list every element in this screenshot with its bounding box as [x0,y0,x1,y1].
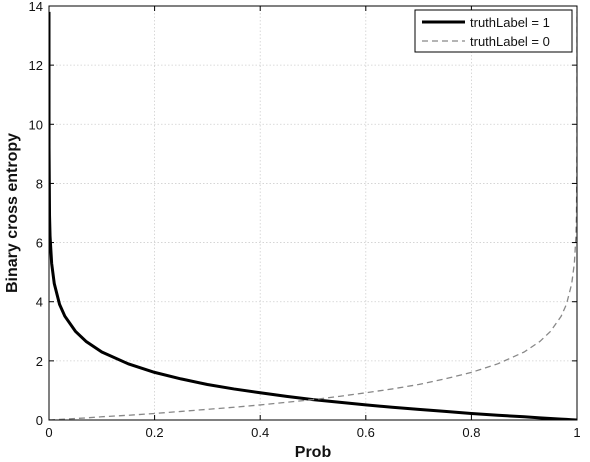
plot-area [49,6,577,420]
legend-label-truthlabel-0: truthLabel = 0 [470,34,550,49]
x-axis-ticks: 0 0.2 0.4 0.6 0.8 1 [45,6,581,440]
y-tick-label: 8 [36,176,43,191]
legend: truthLabel = 1 truthLabel = 0 [414,9,573,53]
grid [49,6,577,420]
y-tick-label: 4 [36,295,43,310]
x-tick-label: 1 [573,425,580,440]
legend-label-truthlabel-1: truthLabel = 1 [470,15,550,30]
y-tick-label: 6 [36,236,43,251]
y-tick-label: 14 [29,0,43,14]
x-tick-label: 0.8 [462,425,480,440]
y-tick-label: 12 [29,58,43,73]
y-tick-label: 2 [36,354,43,369]
x-tick-label: 0.6 [357,425,375,440]
y-tick-label: 10 [29,117,43,132]
series-line-truthlabel-0 [49,11,577,420]
legend-box [414,9,573,53]
x-axis-title: Prob [295,444,332,461]
x-tick-label: 0.4 [251,425,269,440]
y-tick-label: 0 [36,413,43,428]
plot-frame [48,5,578,421]
y-axis-title: Binary cross entropy [4,133,21,293]
x-tick-label: 0.2 [146,425,164,440]
x-tick-label: 0 [45,425,52,440]
y-axis-ticks: 0 2 4 6 8 10 12 14 [29,0,577,428]
